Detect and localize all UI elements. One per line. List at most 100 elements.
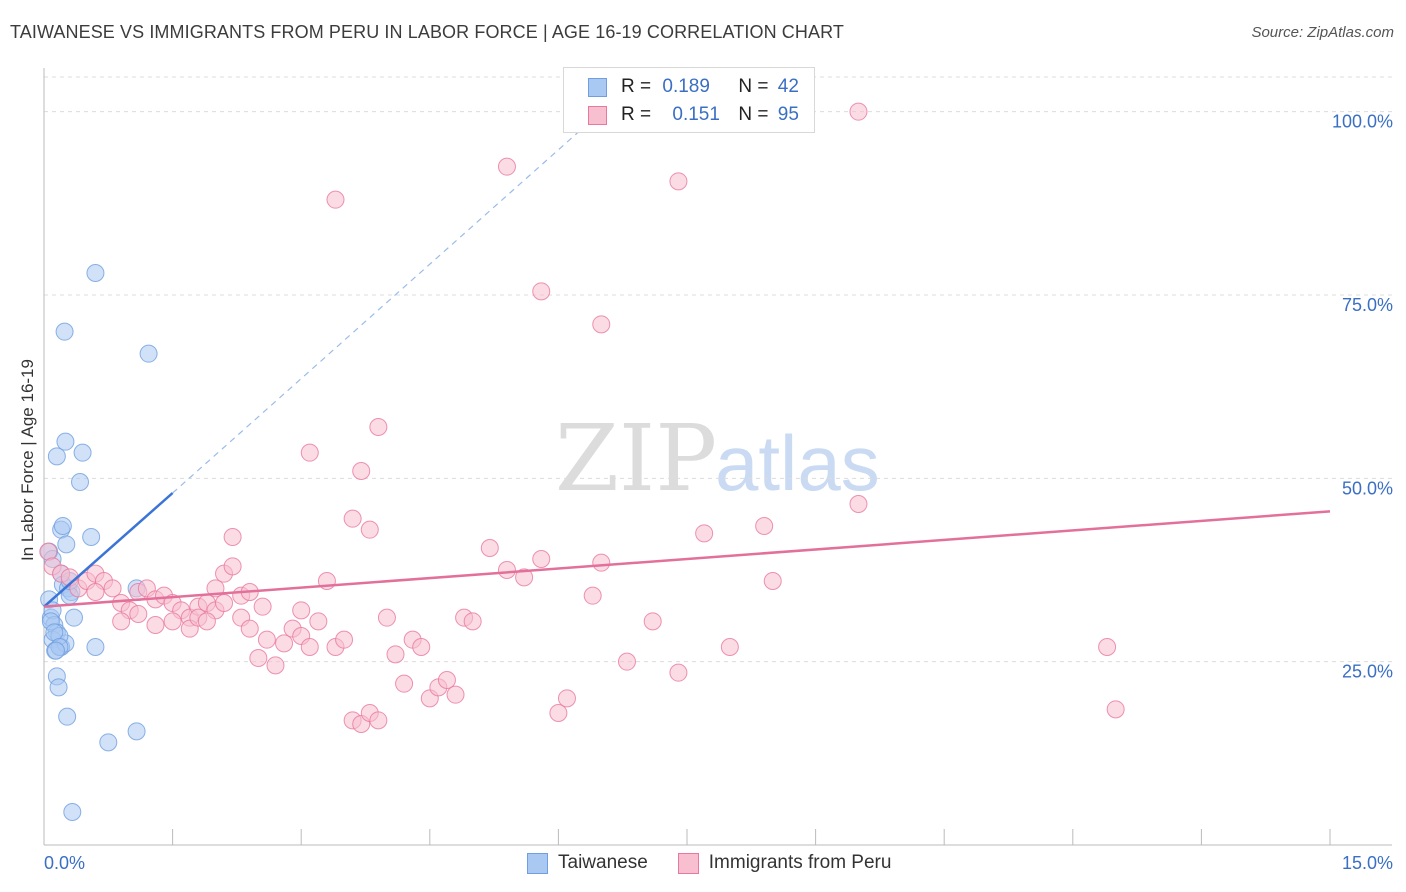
taiwanese-point xyxy=(55,322,74,341)
peru-point xyxy=(695,524,714,543)
peru-point xyxy=(386,645,405,664)
taiwanese-point xyxy=(86,638,105,656)
peru-point xyxy=(412,638,431,656)
taiwanese-point xyxy=(63,803,82,821)
peru-point xyxy=(437,671,456,689)
y-tick-label: 50.0% xyxy=(1342,478,1393,498)
peru-point xyxy=(849,495,868,513)
r-label: R = xyxy=(621,104,652,125)
peru-point xyxy=(275,634,294,653)
peru-point xyxy=(223,557,242,576)
taiwanese-point xyxy=(49,678,68,697)
legend-swatch-peru xyxy=(677,852,699,874)
chart-title: TAIWANESE VS IMMIGRANTS FROM PERU IN LAB… xyxy=(10,22,844,42)
peru-point xyxy=(103,579,122,598)
peru-point xyxy=(532,282,551,301)
taiwanese-point xyxy=(99,733,118,752)
taiwanese-point xyxy=(65,608,84,627)
peru-point xyxy=(669,172,688,191)
taiwanese-point xyxy=(47,447,66,466)
peru-point xyxy=(360,520,379,539)
peru-point xyxy=(617,652,636,671)
legend-swatch-peru xyxy=(588,105,607,125)
peru-point xyxy=(549,704,568,722)
peru-point xyxy=(849,102,868,121)
peru-point xyxy=(343,509,362,528)
taiwanese-point xyxy=(56,432,75,451)
peru-point xyxy=(497,157,516,176)
x-tick-label: 15.0% xyxy=(1342,853,1393,873)
peru-point xyxy=(266,656,285,675)
peru-point xyxy=(446,685,465,704)
taiwanese-point xyxy=(53,517,72,535)
n-value: 42 xyxy=(777,76,799,97)
legend-label-taiwanese: Taiwanese xyxy=(558,852,648,873)
peru-point xyxy=(583,586,602,605)
peru-point xyxy=(643,612,662,631)
taiwanese-point xyxy=(47,641,66,660)
r-label: R = xyxy=(621,76,652,97)
taiwanese-point xyxy=(57,535,76,554)
peru-point xyxy=(1098,638,1117,656)
peru-point xyxy=(1106,700,1125,719)
legend-item-taiwanese: Taiwanese xyxy=(527,852,648,874)
peru-point xyxy=(112,612,131,631)
y-tick-label: 100.0% xyxy=(1332,112,1393,132)
legend-item-peru: Immigrants from Peru xyxy=(677,852,891,874)
n-label: N = xyxy=(738,76,769,97)
y-axis-label: In Labor Force | Age 16-19 xyxy=(18,359,37,561)
peru-point xyxy=(163,612,182,631)
taiwanese-trend-line xyxy=(43,492,174,608)
peru-point xyxy=(669,663,688,682)
peru-point xyxy=(369,711,388,730)
taiwanese-point xyxy=(86,264,105,282)
peru-point xyxy=(592,553,611,572)
taiwanese-point xyxy=(71,473,90,491)
peru-point xyxy=(292,601,311,620)
watermark-atlas: atlas xyxy=(715,419,880,507)
peru-point xyxy=(223,528,242,546)
peru-point xyxy=(197,612,216,631)
legend-row-peru: R = 0.151 N = 95 xyxy=(588,102,799,128)
peru-point xyxy=(395,674,414,693)
peru-point xyxy=(369,418,388,436)
stats-legend: R = 0.189 N = 42 R = 0.151 N = 95 xyxy=(563,67,815,133)
taiwanese-point xyxy=(127,722,146,741)
legend-swatch-taiwanese xyxy=(527,852,548,874)
peru-point xyxy=(215,594,234,612)
peru-point xyxy=(240,619,259,638)
peru-point xyxy=(326,190,345,209)
taiwanese-point xyxy=(139,344,158,363)
peru-point xyxy=(257,630,276,649)
series-legend: Taiwanese Immigrants from Peru xyxy=(527,852,921,874)
peru-point xyxy=(755,517,774,535)
r-value: 0.189 xyxy=(662,76,710,97)
peru-point xyxy=(532,550,551,568)
peru-point xyxy=(335,630,354,649)
peru-point xyxy=(300,443,319,462)
peru-point xyxy=(300,638,319,656)
peru-point xyxy=(763,572,782,590)
peru-point xyxy=(463,612,482,631)
watermark-zip: ZIP xyxy=(555,405,717,512)
n-label: N = xyxy=(738,104,769,125)
peru-point xyxy=(253,597,272,616)
peru-point xyxy=(480,539,499,557)
peru-trend-line xyxy=(43,510,1331,608)
r-value: 0.151 xyxy=(672,104,720,125)
peru-point xyxy=(129,605,148,623)
taiwanese-point xyxy=(73,443,92,462)
n-value: 95 xyxy=(777,104,799,125)
peru-point xyxy=(515,568,534,587)
taiwanese-point xyxy=(58,707,77,726)
peru-point xyxy=(592,315,611,334)
y-tick-label: 25.0% xyxy=(1342,662,1393,682)
peru-point xyxy=(497,561,516,579)
peru-point xyxy=(146,616,165,634)
peru-point xyxy=(377,608,396,627)
x-tick-label: 0.0% xyxy=(44,853,85,873)
peru-point xyxy=(352,462,371,480)
taiwanese-point xyxy=(82,528,101,546)
peru-point xyxy=(249,649,268,667)
